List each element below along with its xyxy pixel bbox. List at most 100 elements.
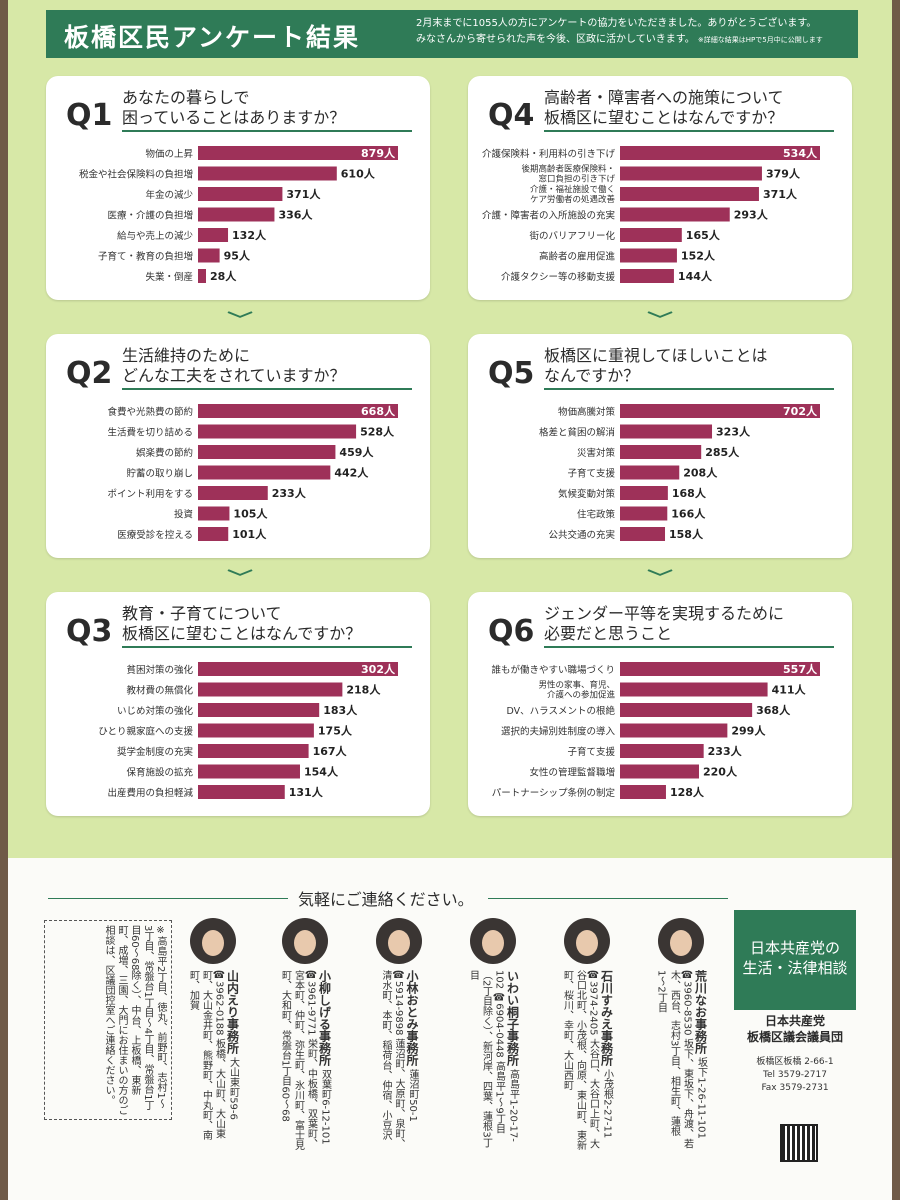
bar — [620, 445, 702, 459]
value-label: 233人 — [708, 744, 743, 758]
bar — [198, 682, 343, 697]
office-tel[interactable]: ☎3961-9771 — [305, 970, 317, 1036]
bar — [198, 187, 283, 201]
office-tel[interactable]: ☎3960-8530 — [681, 970, 693, 1036]
category-label: 男性の家事、育児、 — [538, 680, 615, 691]
value-label: 336人 — [278, 208, 313, 222]
question-title-line: 困っていることはありますか？ — [122, 108, 346, 127]
category-label: 物価高騰対策 — [558, 406, 616, 418]
bar — [620, 404, 820, 418]
bar — [620, 248, 677, 263]
divider — [48, 898, 288, 899]
category-label: 生活費を切り詰める — [107, 427, 193, 439]
category-label: 食費や光熱費の節約 — [107, 406, 193, 418]
contact-section: 気軽にご連絡ください。 ※高島平2丁目、徳丸、前野町、志村1〜3丁目、常盤台1丁… — [8, 858, 892, 1200]
office-area: 高島平1〜9丁目（2丁目除く）、新河岸、四葉、蓮根3丁目 — [467, 970, 505, 1148]
office-address: 坂下1-26-11-101 — [695, 1057, 707, 1139]
value-label: 144人 — [678, 269, 713, 283]
value-label: 154人 — [304, 765, 339, 779]
category-label: いじめ対策の強化 — [117, 705, 194, 717]
category-label: 医療受診を控える — [117, 529, 193, 541]
office-tel[interactable]: ☎3962-0188 — [213, 970, 225, 1036]
avatar — [564, 918, 610, 964]
office-name: 荒川なお事務所 — [693, 970, 708, 1054]
question-card-q2: Q2 生活維持のために どんな工夫をされていますか？ 食費や光熱費の節約 668人 生活費… — [46, 334, 430, 558]
question-title-line: 板橋区に望むことはなんですか？ — [544, 108, 784, 127]
value-label: 220人 — [703, 765, 738, 779]
bar — [620, 723, 728, 738]
bar — [620, 764, 699, 779]
qr-code-icon[interactable] — [780, 1124, 818, 1162]
category-label: ケア労働者の処遇改善 — [530, 194, 616, 205]
contact-title: 気軽にご連絡ください。 — [298, 890, 474, 909]
value-label: 158人 — [669, 527, 704, 541]
office-address: 小茂根2-27-11 — [601, 1069, 613, 1139]
question-title: ジェンダー平等を実現するために 必要だと思うこと — [544, 604, 844, 644]
question-title: 生活維持のために どんな工夫をされていますか？ — [122, 346, 422, 386]
value-label: 128人 — [670, 785, 705, 799]
category-label: 子育て・教育の負担増 — [98, 251, 193, 263]
question-title: 高齢者・障害者への施策について 板橋区に望むことはなんですか？ — [544, 88, 844, 128]
value-label: 167人 — [313, 744, 348, 758]
category-label: 介護・障害者の入所施設の充実 — [482, 210, 616, 222]
office-name: いわい桐子事務所 — [505, 970, 520, 1066]
bar — [198, 207, 275, 222]
category-label: 誰もが働きやすい職場づくり — [491, 664, 615, 676]
chevron-down-icon: ﹀ — [647, 568, 673, 587]
category-label: 奨学金制度の充実 — [117, 746, 194, 758]
office-tel[interactable]: ☎3974-2405 — [587, 970, 599, 1036]
office-tel[interactable]: ☎6904-0448 — [493, 992, 505, 1058]
category-label: 保育施設の拡充 — [126, 767, 193, 779]
value-label: 152人 — [681, 249, 716, 263]
category-label: ポイント利用をする — [107, 488, 193, 500]
value-label: 610人 — [341, 167, 376, 181]
bar — [198, 723, 314, 738]
question-title-line: 教育・子育てについて — [122, 604, 282, 623]
bar — [620, 465, 680, 480]
value-label: 368人 — [756, 703, 791, 717]
office-ishikawa: 石川すみえ事務所 小茂根2-27-11 ☎3974-2405 大谷口、大谷口上町… — [542, 918, 632, 1150]
question-number: Q5 — [488, 356, 535, 391]
office-area: 板橋、大山町、大山東町、大山金井町、熊野町、中丸町、南町、加賀 — [187, 970, 225, 1140]
bar — [620, 662, 820, 676]
question-card-q3: Q3 教育・子育てについて 板橋区に望むことはなんですか？ 貧困対策の強化 302人 教材… — [46, 592, 430, 816]
question-card-q4: Q4 高齢者・障害者への施策について 板橋区に望むことはなんですか？ 介護保険料・利用… — [468, 76, 852, 300]
category-label: 介護への参加促進 — [547, 690, 616, 701]
chevron-down-icon: ﹀ — [227, 310, 253, 329]
bar — [620, 228, 682, 242]
divider — [122, 646, 412, 648]
consult-organization: 日本共産党 板橋区議会議員団 — [734, 1013, 856, 1045]
category-label: 後期高齢者医療保険料・ — [521, 164, 615, 175]
category-label: 給与や売上の減少 — [117, 230, 194, 242]
bar — [198, 404, 398, 418]
category-label: 高齢者の雇用促進 — [539, 251, 616, 263]
bar — [198, 703, 320, 717]
office-koyanagi: 小柳しげる事務所 双葉町6-12-101 ☎3961-9771 栄町、中板橋、双… — [260, 918, 350, 1150]
category-label: 子育て支援 — [567, 468, 615, 480]
bar — [620, 166, 762, 181]
consult-tel[interactable]: Tel 3579-2717 — [763, 1070, 827, 1080]
office-kobayashi: 小林おとみ事務所 蓮沼町50-1 ☎5914-9898 蓮沼町、大原町、泉町、清… — [354, 918, 444, 1150]
question-title-line: あなたの暮らしで — [122, 88, 250, 107]
value-label: 183人 — [323, 703, 358, 717]
value-label: 528人 — [360, 425, 395, 439]
value-label: 95人 — [224, 249, 251, 263]
value-label: 208人 — [683, 466, 718, 480]
consult-info: 板橋区板橋 2-66-1 Tel 3579-2717 Fax 3579-2731 — [734, 1056, 856, 1095]
question-title-line: なんですか？ — [544, 366, 640, 385]
value-label: 293人 — [734, 208, 769, 222]
category-label: 介護タクシー等の移動支援 — [501, 271, 616, 283]
category-label: 投資 — [174, 509, 193, 521]
bar — [620, 682, 768, 697]
avatar — [282, 918, 328, 964]
bar — [620, 146, 820, 160]
bar — [620, 703, 753, 717]
category-label: 公共交通の充実 — [548, 529, 615, 541]
office-tel[interactable]: ☎5914-9898 — [393, 970, 404, 1036]
bar — [620, 506, 668, 521]
office-area: 大谷口、大谷口上町、大谷口北町、小茂根、向原、東山町、東新町、桜川、幸町、大山西… — [561, 970, 599, 1150]
bar — [198, 445, 336, 459]
